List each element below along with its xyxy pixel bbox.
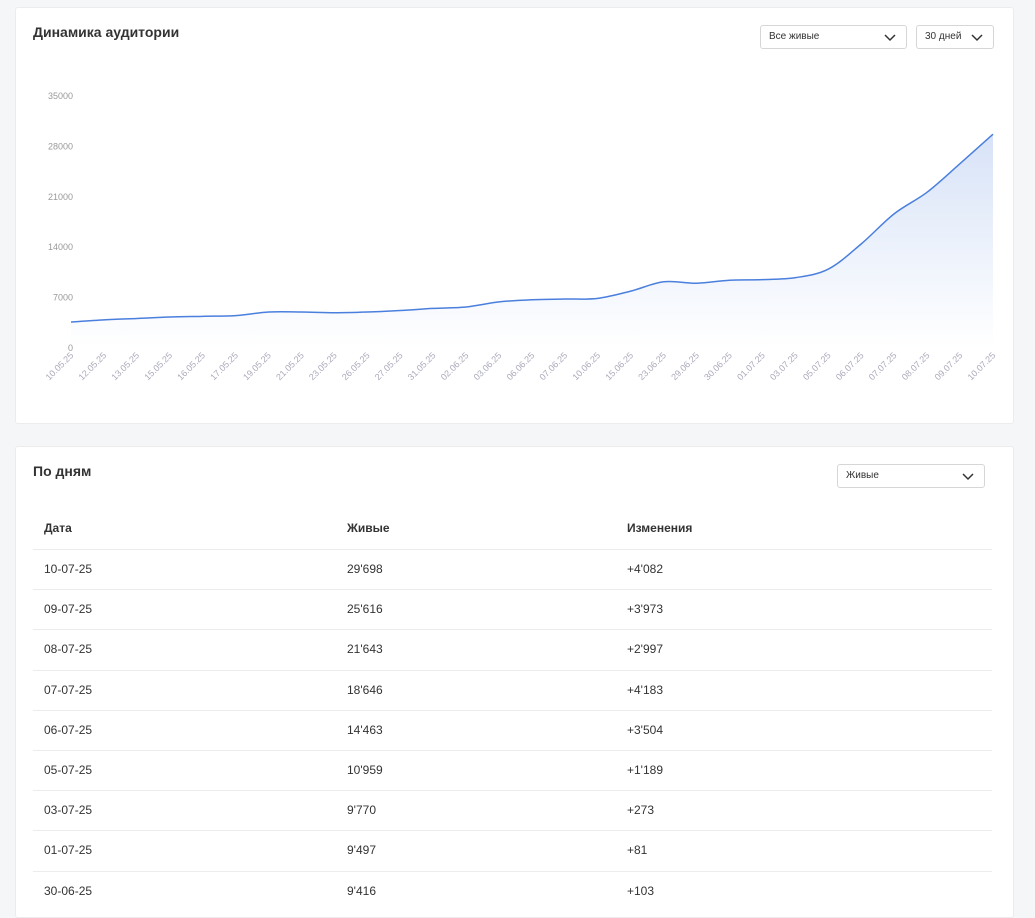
- x-tick-label: 07.06.25: [537, 350, 569, 382]
- x-tick-label: 01.07.25: [735, 350, 767, 382]
- column-header: Живые: [347, 521, 390, 535]
- x-tick-label: 03.06.25: [472, 350, 504, 382]
- x-tick-label: 29.06.25: [669, 350, 701, 382]
- table-cell: 9'416: [347, 883, 376, 898]
- dropdown-label: 30 дней: [925, 31, 962, 42]
- x-tick-label: 31.05.25: [406, 350, 438, 382]
- row-separator: [33, 589, 992, 591]
- line: [70, 133, 994, 323]
- table-cell: +4'082: [627, 562, 663, 576]
- table-cell: +81: [627, 843, 648, 858]
- table-cell: 10-07-25: [44, 562, 93, 576]
- period-dropdown[interactable]: 30 дней: [916, 25, 994, 49]
- row-separator: [33, 830, 992, 832]
- table-cell: 9'497: [347, 843, 376, 858]
- x-tick-label: 17.05.25: [208, 350, 240, 382]
- table-cell: 05-07-25: [44, 763, 93, 777]
- audience-dropdown[interactable]: Все живые: [760, 25, 907, 49]
- table-cell: +3'504: [627, 722, 663, 737]
- chart-title: Динамика аудитории: [33, 24, 180, 40]
- y-tick-label: 0: [68, 343, 73, 353]
- x-tick-label: 15.05.25: [142, 350, 174, 382]
- table-cell: 14'463: [347, 722, 383, 737]
- y-tick-label: 7000: [53, 293, 73, 303]
- y-tick-label: 21000: [48, 192, 73, 202]
- table-cell: 25'616: [347, 602, 383, 617]
- x-tick-label: 26.05.25: [340, 350, 372, 382]
- x-tick-label: 06.06.25: [505, 350, 537, 382]
- x-tick-label: 30.06.25: [702, 350, 734, 382]
- column-header: Дата: [44, 521, 72, 535]
- dropdown-label: Живые: [846, 470, 879, 481]
- chart: 0 7000 14000 21000 28000 35000 10.05.25 12.05.2…: [44, 91, 998, 382]
- row-separator: [33, 750, 992, 751]
- y-tick-label: 35000: [48, 91, 73, 101]
- x-tick-label: 02.06.25: [439, 350, 471, 382]
- table-cell: 21'643: [347, 642, 383, 657]
- table-cell: 07-07-25: [44, 682, 93, 697]
- x-tick-label: 15.06.25: [603, 350, 635, 382]
- chevron: [971, 34, 983, 42]
- x-tick-label: 10.06.25: [570, 350, 602, 382]
- table-cell: 10'959: [347, 763, 383, 777]
- table-card: [15, 446, 1014, 918]
- x-tick-label: 12.05.25: [76, 350, 108, 382]
- table-title: По дням: [33, 463, 92, 479]
- chart-card: [15, 7, 1014, 424]
- table-cell: +2'997: [627, 642, 663, 657]
- x-tick-label: 03.07.25: [768, 350, 800, 382]
- x-tick-label: 13.05.25: [109, 350, 141, 382]
- table-cell: 18'646: [347, 682, 383, 697]
- table-filter-dropdown[interactable]: Живые: [837, 464, 985, 488]
- x-tick-label: 07.07.25: [867, 350, 899, 382]
- x-tick-label: 19.05.25: [241, 350, 273, 382]
- x-tick-label: 27.05.25: [373, 350, 405, 382]
- table-cell: 03-07-25: [44, 803, 93, 818]
- row-separator: [33, 870, 992, 872]
- table-cell: 29'698: [347, 562, 383, 576]
- table-cell: +3'973: [627, 602, 663, 617]
- x-tick-label: 06.07.25: [834, 350, 866, 382]
- x-tick-label: 21.05.25: [274, 350, 306, 382]
- x-tick-label: 08.07.25: [900, 350, 932, 382]
- row-separator: [33, 790, 992, 792]
- table-cell: 9'770: [347, 803, 376, 818]
- x-tick-label: 23.06.25: [636, 350, 668, 382]
- table-cell: 08-07-25: [44, 642, 93, 657]
- row-separator: [33, 669, 992, 671]
- table-cell: +273: [627, 803, 655, 818]
- dropdown-label: Все живые: [769, 31, 820, 42]
- y-tick-label: 14000: [48, 242, 73, 252]
- table-cell: +1'189: [627, 763, 663, 777]
- row-separator: [33, 709, 992, 711]
- row-separator: [33, 549, 992, 550]
- x-tick-label: 16.05.25: [175, 350, 207, 382]
- x-tick-label: 09.07.25: [933, 350, 965, 382]
- x-tick-label: 05.07.25: [801, 350, 833, 382]
- table-cell: 09-07-25: [44, 602, 93, 617]
- table-cell: 01-07-25: [44, 843, 93, 858]
- table-cell: +4'183: [627, 682, 663, 697]
- table-cell: +103: [627, 883, 655, 898]
- x-tick-label: 23.05.25: [307, 350, 339, 382]
- chevron: [962, 473, 974, 481]
- y-tick-label: 28000: [48, 141, 73, 151]
- column-header: Изменения: [627, 521, 693, 535]
- row-separator: [33, 629, 992, 631]
- area: [71, 134, 993, 348]
- x-tick-label: 10.05.25: [44, 350, 76, 382]
- chevron: [884, 34, 896, 42]
- table-cell: 06-07-25: [44, 722, 93, 737]
- x-tick-label: 10.07.25: [966, 350, 998, 382]
- table-cell: 30-06-25: [44, 883, 93, 898]
